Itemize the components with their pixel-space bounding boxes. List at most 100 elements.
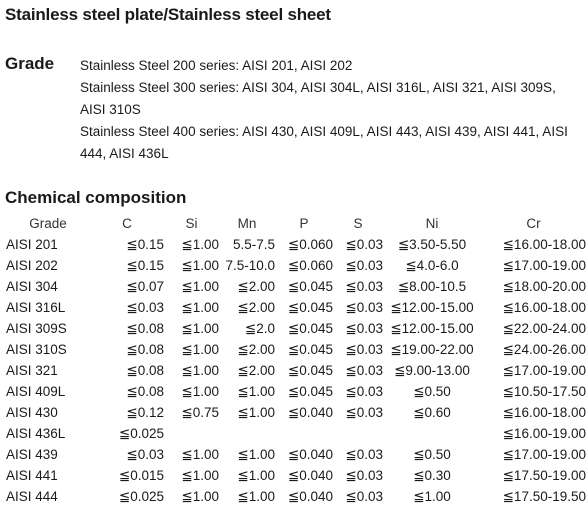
cell-mn xyxy=(219,423,275,444)
cell-p xyxy=(275,423,333,444)
table-row: AISI 321 ≦0.08 ≦1.00 ≦2.00 ≦0.045 ≦0.03 ≦9.00-… xyxy=(6,360,586,381)
cell-c: ≦0.08 xyxy=(126,320,164,336)
grade-line-200-series: Stainless Steel 200 series: AISI 201, AI… xyxy=(80,58,353,73)
cell-mn: ≦1.00 xyxy=(237,383,275,399)
cell-si: ≦1.00 xyxy=(181,383,219,399)
cell-s: ≦0.03 xyxy=(345,404,383,420)
cell-p: ≦0.045 xyxy=(287,341,333,357)
cell-cr: ≦24.00-26.00 xyxy=(502,341,586,357)
cell-si: ≦0.75 xyxy=(181,404,219,420)
table-row: AISI 304 ≦0.07 ≦1.00 ≦2.00 ≦0.045 ≦0.03 ≦8.00-… xyxy=(6,276,586,297)
cell-mn: ≦2.00 xyxy=(237,362,275,378)
cell-cr: ≦17.00-19.00 xyxy=(502,446,586,462)
cell-s: ≦0.03 xyxy=(345,299,383,315)
table-row: AISI 316L ≦0.03 ≦1.00 ≦2.00 ≦0.045 ≦0.03 ≦12.0… xyxy=(6,297,586,318)
cell-s: ≦0.03 xyxy=(345,257,383,273)
cell-c: ≦0.12 xyxy=(126,404,164,420)
cell-grade: AISI 202 xyxy=(6,258,58,273)
table-header: Grade C Si Mn P S Ni Cr xyxy=(6,213,586,234)
cell-grade: AISI 436L xyxy=(6,426,66,441)
column-header-grade: Grade xyxy=(29,216,67,231)
cell-p: ≦0.060 xyxy=(287,257,333,273)
table-body: AISI 201 ≦0.15 ≦1.00 5.5-7.5 ≦0.060 ≦0.03 ≦3.5… xyxy=(6,234,586,507)
cell-mn: ≦2.0 xyxy=(244,320,275,336)
cell-s: ≦0.03 xyxy=(345,362,383,378)
cell-c: ≦0.015 xyxy=(118,467,164,483)
cell-ni: ≦0.50 xyxy=(413,383,451,399)
cell-grade: AISI 430 xyxy=(6,405,58,420)
table-row: AISI 439 ≦0.03 ≦1.00 ≦1.00 ≦0.040 ≦0.03 ≦0.50 ≦… xyxy=(6,444,586,465)
cell-p: ≦0.040 xyxy=(287,467,333,483)
cell-si: ≦1.00 xyxy=(181,236,219,252)
column-header-mn: Mn xyxy=(237,216,257,231)
column-header-ni: Ni xyxy=(425,216,439,231)
column-header-cr: Cr xyxy=(526,216,541,231)
cell-grade: AISI 309S xyxy=(6,321,67,336)
cell-si: ≦1.00 xyxy=(181,488,219,504)
cell-si: ≦1.00 xyxy=(181,362,219,378)
cell-cr: ≦17.00-19.00 xyxy=(502,257,586,273)
cell-s: ≦0.03 xyxy=(345,446,383,462)
table-row: AISI 309S ≦0.08 ≦1.00 ≦2.0 ≦0.045 ≦0.03 ≦12.00… xyxy=(6,318,586,339)
cell-cr: ≦16.00-19.00 xyxy=(502,425,586,441)
cell-grade: AISI 316L xyxy=(6,300,66,315)
cell-s xyxy=(333,423,383,444)
cell-p: ≦0.045 xyxy=(287,320,333,336)
cell-si: ≦1.00 xyxy=(181,320,219,336)
table-row: AISI 409L ≦0.08 ≦1.00 ≦1.00 ≦0.045 ≦0.03 ≦0.50… xyxy=(6,381,586,402)
cell-grade: AISI 321 xyxy=(6,363,58,378)
cell-mn: ≦1.00 xyxy=(237,404,275,420)
cell-mn: ≦2.00 xyxy=(237,341,275,357)
cell-p: ≦0.040 xyxy=(287,404,333,420)
cell-p: ≦0.040 xyxy=(287,488,333,504)
column-header-si: Si xyxy=(185,216,198,231)
cell-c: ≦0.03 xyxy=(126,446,164,462)
grade-list: Stainless Steel 200 series: AISI 201, AI… xyxy=(80,55,580,165)
cell-si: ≦1.00 xyxy=(181,446,219,462)
cell-ni: ≦12.00-15.00 xyxy=(390,299,474,315)
grade-line-300-series: Stainless Steel 300 series: AISI 304, AI… xyxy=(80,80,556,117)
cell-s: ≦0.03 xyxy=(345,383,383,399)
cell-p: ≦0.045 xyxy=(287,299,333,315)
cell-cr: ≦18.00-20.00 xyxy=(502,278,586,294)
cell-s: ≦0.03 xyxy=(345,467,383,483)
cell-si xyxy=(164,423,219,444)
cell-ni: ≦0.30 xyxy=(413,467,451,483)
cell-c: ≦0.03 xyxy=(126,299,164,315)
cell-cr: ≦16.00-18.00 xyxy=(502,236,586,252)
cell-mn: 7.5-10.0 xyxy=(225,258,275,273)
cell-si: ≦1.00 xyxy=(181,299,219,315)
table-row: AISI 436L ≦0.025 ≦16.00-19.00 xyxy=(6,423,586,444)
cell-mn: ≦1.00 xyxy=(237,446,275,462)
cell-ni: ≦19.00-22.00 xyxy=(390,341,474,357)
cell-s: ≦0.03 xyxy=(345,320,383,336)
cell-s: ≦0.03 xyxy=(345,488,383,504)
cell-ni: ≦1.00 xyxy=(413,488,451,504)
page-title: Stainless steel plate/Stainless steel sh… xyxy=(5,5,331,24)
cell-cr: ≦17.50-19.00 xyxy=(502,467,586,483)
cell-s: ≦0.03 xyxy=(345,341,383,357)
chemical-composition-table: Grade C Si Mn P S Ni Cr AISI 201 ≦0.15 ≦1.… xyxy=(6,213,586,507)
cell-ni: ≦12.00-15.00 xyxy=(390,320,474,336)
cell-c: ≦0.025 xyxy=(118,488,164,504)
cell-ni: ≦0.60 xyxy=(413,404,451,420)
cell-mn: ≦2.00 xyxy=(237,299,275,315)
cell-si: ≦1.00 xyxy=(181,341,219,357)
cell-mn: 5.5-7.5 xyxy=(232,237,275,252)
cell-grade: AISI 409L xyxy=(6,384,66,399)
cell-c: ≦0.07 xyxy=(126,278,164,294)
table-row: AISI 441 ≦0.015 ≦1.00 ≦1.00 ≦0.040 ≦0.03 ≦0.30… xyxy=(6,465,586,486)
column-header-c: C xyxy=(122,216,132,231)
cell-grade: AISI 444 xyxy=(6,489,58,504)
table-row: AISI 430 ≦0.12 ≦0.75 ≦1.00 ≦0.040 ≦0.03 ≦0.60 ≦… xyxy=(6,402,586,423)
cell-ni: ≦9.00-13.00 xyxy=(394,362,470,378)
cell-cr: ≦16.00-18.00 xyxy=(502,299,586,315)
header-row: Grade C Si Mn P S Ni Cr xyxy=(6,213,586,234)
cell-s: ≦0.03 xyxy=(345,236,383,252)
cell-ni: ≦8.00-10.5 xyxy=(397,278,467,294)
cell-mn: ≦2.00 xyxy=(237,278,275,294)
cell-grade: AISI 439 xyxy=(6,447,58,462)
cell-ni: ≦0.50 xyxy=(413,446,451,462)
cell-p: ≦0.060 xyxy=(287,236,333,252)
cell-cr: ≦17.50-19.50 xyxy=(502,488,586,504)
